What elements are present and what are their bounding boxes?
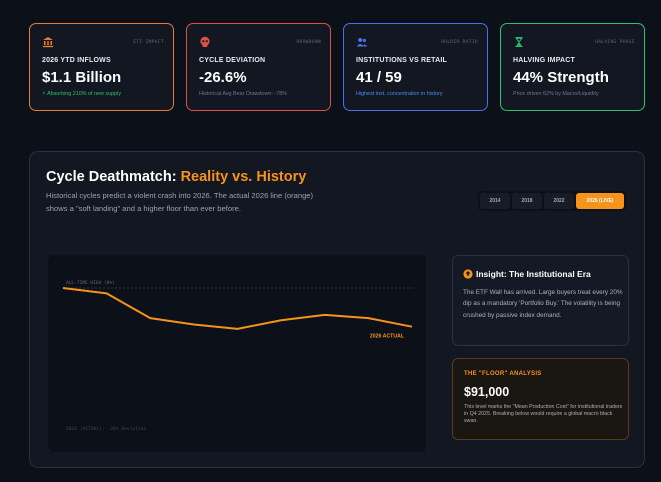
year-button-2018[interactable]: 2018 [512,193,542,209]
card-value: -26.6% [199,69,247,86]
kpi-card-cycle-deviation: DRAWDOWN CYCLE DEVIATION -26.6% Historic… [186,23,331,111]
kpi-card-halving-impact: HALVING PHASE HALVING IMPACT 44% Strengt… [500,23,645,111]
card-tag: HALVING PHASE [595,40,635,45]
year-selector: 2014 2018 2022 2026 (LIVE) [478,191,626,211]
panel-title-main: Cycle Deathmatch: [46,169,181,185]
card-label: HALVING IMPACT [513,57,576,64]
card-value: $1.1 Billion [42,69,122,86]
users-icon [356,38,368,47]
series-label: 2026 ACTUAL [370,334,405,340]
card-tag: ETF IMPACT [133,40,164,45]
skull-icon [200,36,210,47]
floor-analysis-card: THE "FLOOR" ANALYSIS $91,000 This level … [452,358,629,440]
card-sub: Historical Avg Bear Drawdown: -78% [199,91,287,97]
card-sub: Highest inst. concentration in history [356,91,443,97]
card-tag: HOLDER RATIO [441,40,478,45]
deviation-label: 2026 (ACTUAL): -26% Deviation [66,426,146,432]
year-button-2014[interactable]: 2014 [480,193,510,209]
insight-title: Insight: The Institutional Era [476,269,591,279]
series-line-2026-actual [62,287,413,330]
card-value: 44% Strength [513,69,609,86]
hourglass-icon [515,37,523,47]
panel-description: Historical cycles predict a violent cras… [46,191,314,213]
card-label: INSTITUTIONS VS RETAIL [356,57,447,64]
card-sub-text: Absorbing 210% of new supply [47,91,122,97]
year-button-2022[interactable]: 2022 [544,193,574,209]
floor-body: This level marks the "Mean Production Co… [464,404,623,425]
card-sub: ⚡ Absorbing 210% of new supply [42,91,121,97]
lightning-icon: ⚡ [42,91,46,97]
card-value: 41 / 59 [356,69,402,86]
floor-value: $91,000 [464,385,510,399]
card-label: CYCLE DEVIATION [199,57,266,64]
ath-reference-label: ALL-TIME HIGH (0%) [66,280,115,286]
panel-title: Cycle Deathmatch: Reality vs. History [46,169,306,185]
cycle-chart: ALL-TIME HIGH (0%) 2026 ACTUAL 2026 (ACTUA… [48,255,426,452]
kpi-card-holder-ratio: HOLDER RATIO INSTITUTIONS VS RETAIL 41 /… [343,23,488,111]
floor-title: THE "FLOOR" ANALYSIS [464,371,542,377]
kpi-card-etf-inflows: ETF IMPACT 2026 YTD INFLOWS $1.1 Billion… [29,23,174,111]
card-tag: DRAWDOWN [296,40,321,45]
cycle-deathmatch-panel: Cycle Deathmatch: Reality vs. History Hi… [29,151,645,468]
bank-icon [43,37,53,48]
lightbulb-icon [463,269,473,279]
insight-body: The ETF Wall has arrived. Large buyers t… [463,289,623,319]
panel-title-accent: Reality vs. History [180,169,307,185]
insight-card: Insight: The Institutional Era The ETF W… [452,255,629,346]
card-sub: Price driven 62% by Macro/Liquidity [513,91,599,97]
year-button-2026-live[interactable]: 2026 (LIVE) [576,193,624,209]
cycle-chart-svg: ALL-TIME HIGH (0%) 2026 ACTUAL 2026 (ACTUA… [62,280,413,432]
card-label: 2026 YTD INFLOWS [42,57,111,64]
